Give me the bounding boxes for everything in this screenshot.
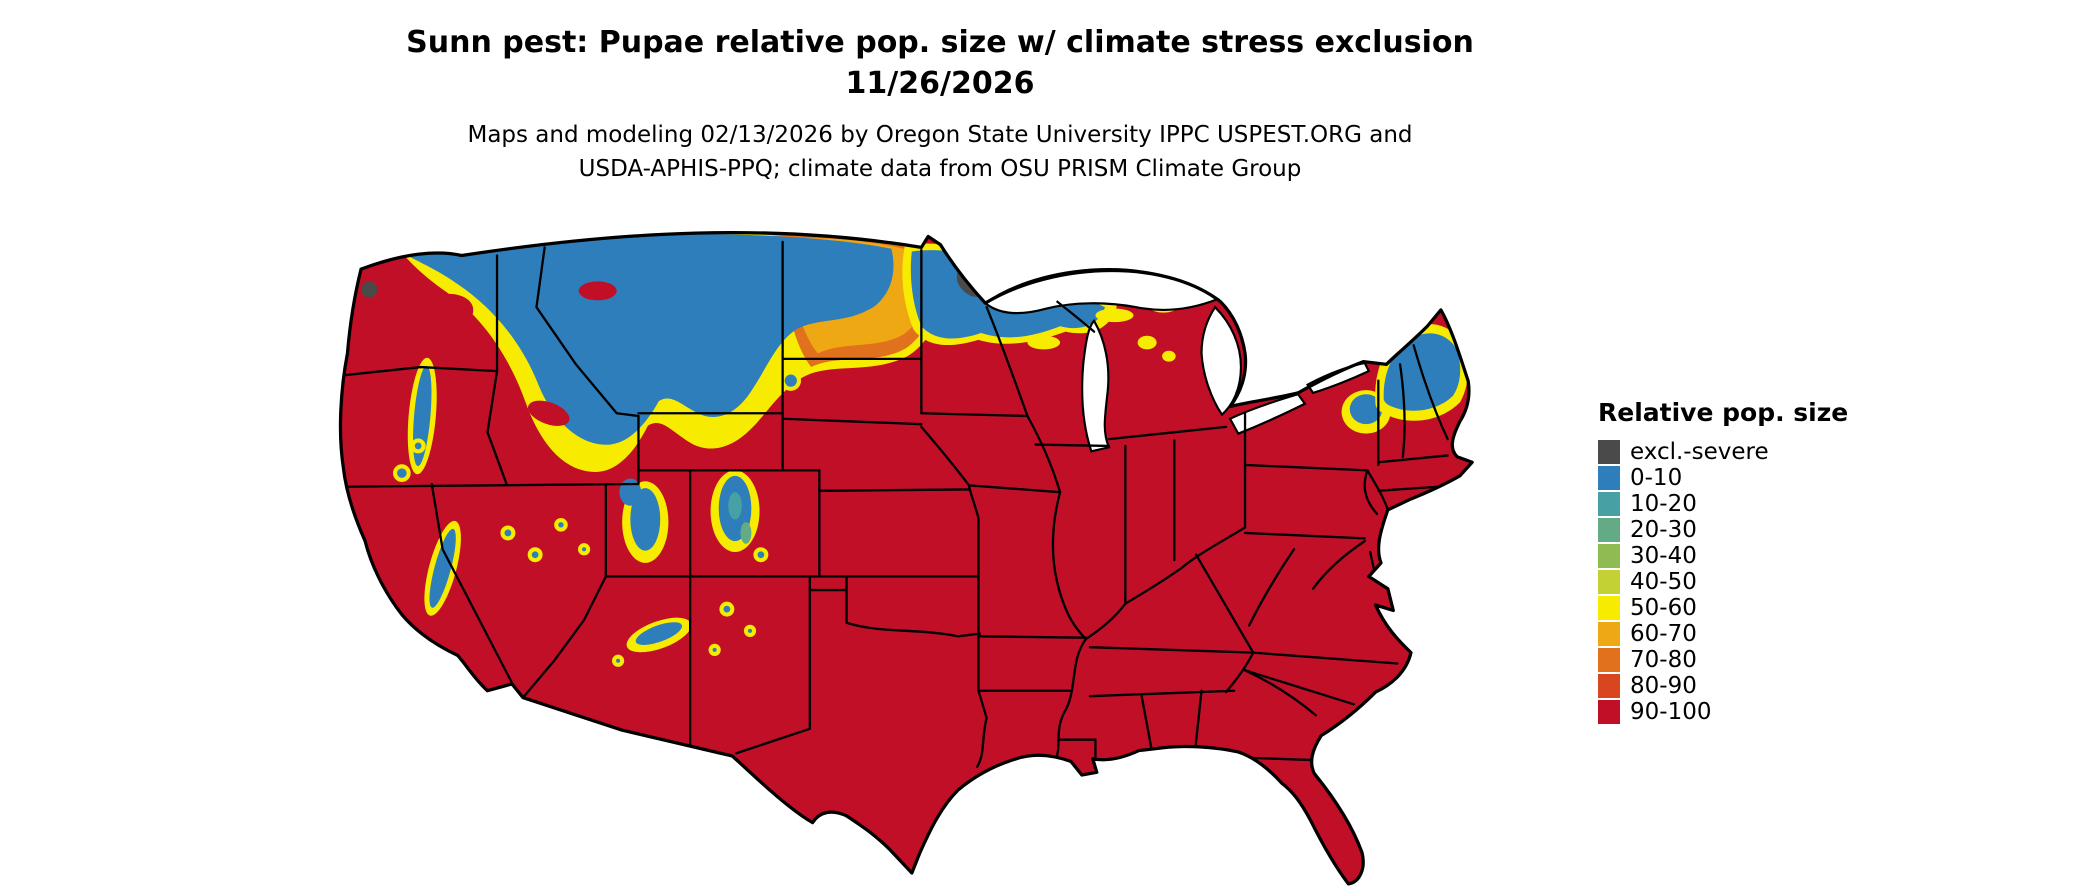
region-nevada-range2 xyxy=(527,547,543,563)
region-arizona-dot xyxy=(611,654,625,667)
legend-swatch-excl-severe xyxy=(1598,440,1620,464)
map-subtitle: Maps and modeling 02/13/2026 by Oregon S… xyxy=(0,118,1880,186)
legend-label-50-60: 50-60 xyxy=(1630,595,1697,621)
region-snake-plain-red xyxy=(527,400,570,426)
nation-outline xyxy=(338,230,1474,886)
region-up-yellow-strip xyxy=(1095,308,1134,323)
region-uinta-blue xyxy=(619,478,642,506)
legend-swatch-30-40 xyxy=(1598,544,1620,568)
region-wisconsin-yellow-speck xyxy=(1027,335,1061,350)
legend-row-30-40: 30-40 xyxy=(1598,543,1898,569)
region-new-mexico-dot1 xyxy=(719,601,735,617)
legend-row-20-30: 20-30 xyxy=(1598,517,1898,543)
lake-huron xyxy=(1200,305,1243,417)
region-nevada-range3 xyxy=(554,518,568,532)
us-map-container xyxy=(300,212,1540,892)
legend-swatch-90-100 xyxy=(1598,700,1620,724)
lake-erie xyxy=(1228,392,1307,436)
map-subtitle-line1: Maps and modeling 02/13/2026 by Oregon S… xyxy=(467,122,1413,148)
map-title: Sunn pest: Pupae relative pop. size w/ c… xyxy=(0,22,1880,104)
region-new-mexico-dot2 xyxy=(743,624,757,638)
legend-row-50-60: 50-60 xyxy=(1598,595,1898,621)
region-new-mexico-dot3 xyxy=(708,643,721,657)
map-subtitle-line2: USDA-APHIS-PPQ; climate data from OSU PR… xyxy=(578,156,1302,182)
legend-label-20-30: 20-30 xyxy=(1630,517,1697,543)
region-sangre-blue xyxy=(753,547,769,563)
region-columbia-basin-red xyxy=(409,293,474,337)
region-sierra-blue xyxy=(429,528,456,608)
legend-swatch-20-30 xyxy=(1598,518,1620,542)
legend-row-10-20: 10-20 xyxy=(1598,491,1898,517)
lake-ontario xyxy=(1306,361,1371,395)
region-norcal-blue2 xyxy=(410,438,426,454)
legend-label-60-70: 60-70 xyxy=(1630,621,1697,647)
region-nevada-range1 xyxy=(500,525,516,541)
region-north-michigan-yellow xyxy=(1137,335,1157,350)
legend-label-10-20: 10-20 xyxy=(1630,491,1697,517)
region-black-hills-blue xyxy=(780,370,801,391)
legend-row-40-50: 40-50 xyxy=(1598,569,1898,595)
legend-row-excl-severe: excl.-severe xyxy=(1598,439,1898,465)
legend-items: excl.-severe 0-10 10-20 20-30 30-40 40-50 50-6… xyxy=(1598,439,1898,725)
region-adirondack-blue xyxy=(1349,394,1383,425)
legend-swatch-50-60 xyxy=(1598,596,1620,620)
region-montana-valley-red xyxy=(578,281,617,301)
map-title-line1: Sunn pest: Pupae relative pop. size w/ c… xyxy=(406,25,1474,60)
legend-label-70-80: 70-80 xyxy=(1630,647,1697,673)
region-norcal-blue1 xyxy=(393,464,411,482)
legend-title: Relative pop. size xyxy=(1598,398,1849,427)
header: Sunn pest: Pupae relative pop. size w/ c… xyxy=(0,22,1880,186)
legend-swatch-40-50 xyxy=(1598,570,1620,594)
region-colorado-teal-core xyxy=(728,492,742,520)
region-utah-blue xyxy=(630,488,661,551)
legend-swatch-0-10 xyxy=(1598,466,1620,490)
legend-swatch-60-70 xyxy=(1598,622,1620,646)
region-olympic-excl-severe xyxy=(361,281,378,298)
lake-michigan xyxy=(1081,319,1111,453)
legend: Relative pop. size excl.-severe 0-10 10-20… xyxy=(1598,398,1898,725)
legend-swatch-10-20 xyxy=(1598,492,1620,516)
region-nevada-range4 xyxy=(577,543,591,556)
legend-row-70-80: 70-80 xyxy=(1598,647,1898,673)
region-north-michigan-yellow2 xyxy=(1162,350,1176,362)
legend-row-90-100: 90-100 xyxy=(1598,699,1898,725)
region-colorado-green-fringe xyxy=(740,522,752,544)
map-title-date: 11/26/2026 xyxy=(845,66,1035,101)
region-mogollon-blue xyxy=(635,622,683,645)
legend-label-80-90: 80-90 xyxy=(1630,673,1697,699)
legend-label-excl-severe: excl.-severe xyxy=(1630,439,1769,465)
legend-swatch-80-90 xyxy=(1598,674,1620,698)
legend-swatch-70-80 xyxy=(1598,648,1620,672)
legend-row-60-70: 60-70 xyxy=(1598,621,1898,647)
legend-label-40-50: 40-50 xyxy=(1630,569,1697,595)
legend-label-90-100: 90-100 xyxy=(1630,699,1712,725)
state-borders xyxy=(340,240,1449,769)
us-map xyxy=(338,230,1474,886)
legend-row-80-90: 80-90 xyxy=(1598,673,1898,699)
legend-row-0-10: 0-10 xyxy=(1598,465,1898,491)
region-northwest-blue xyxy=(407,233,894,445)
legend-label-0-10: 0-10 xyxy=(1630,465,1683,491)
legend-label-30-40: 30-40 xyxy=(1630,543,1697,569)
